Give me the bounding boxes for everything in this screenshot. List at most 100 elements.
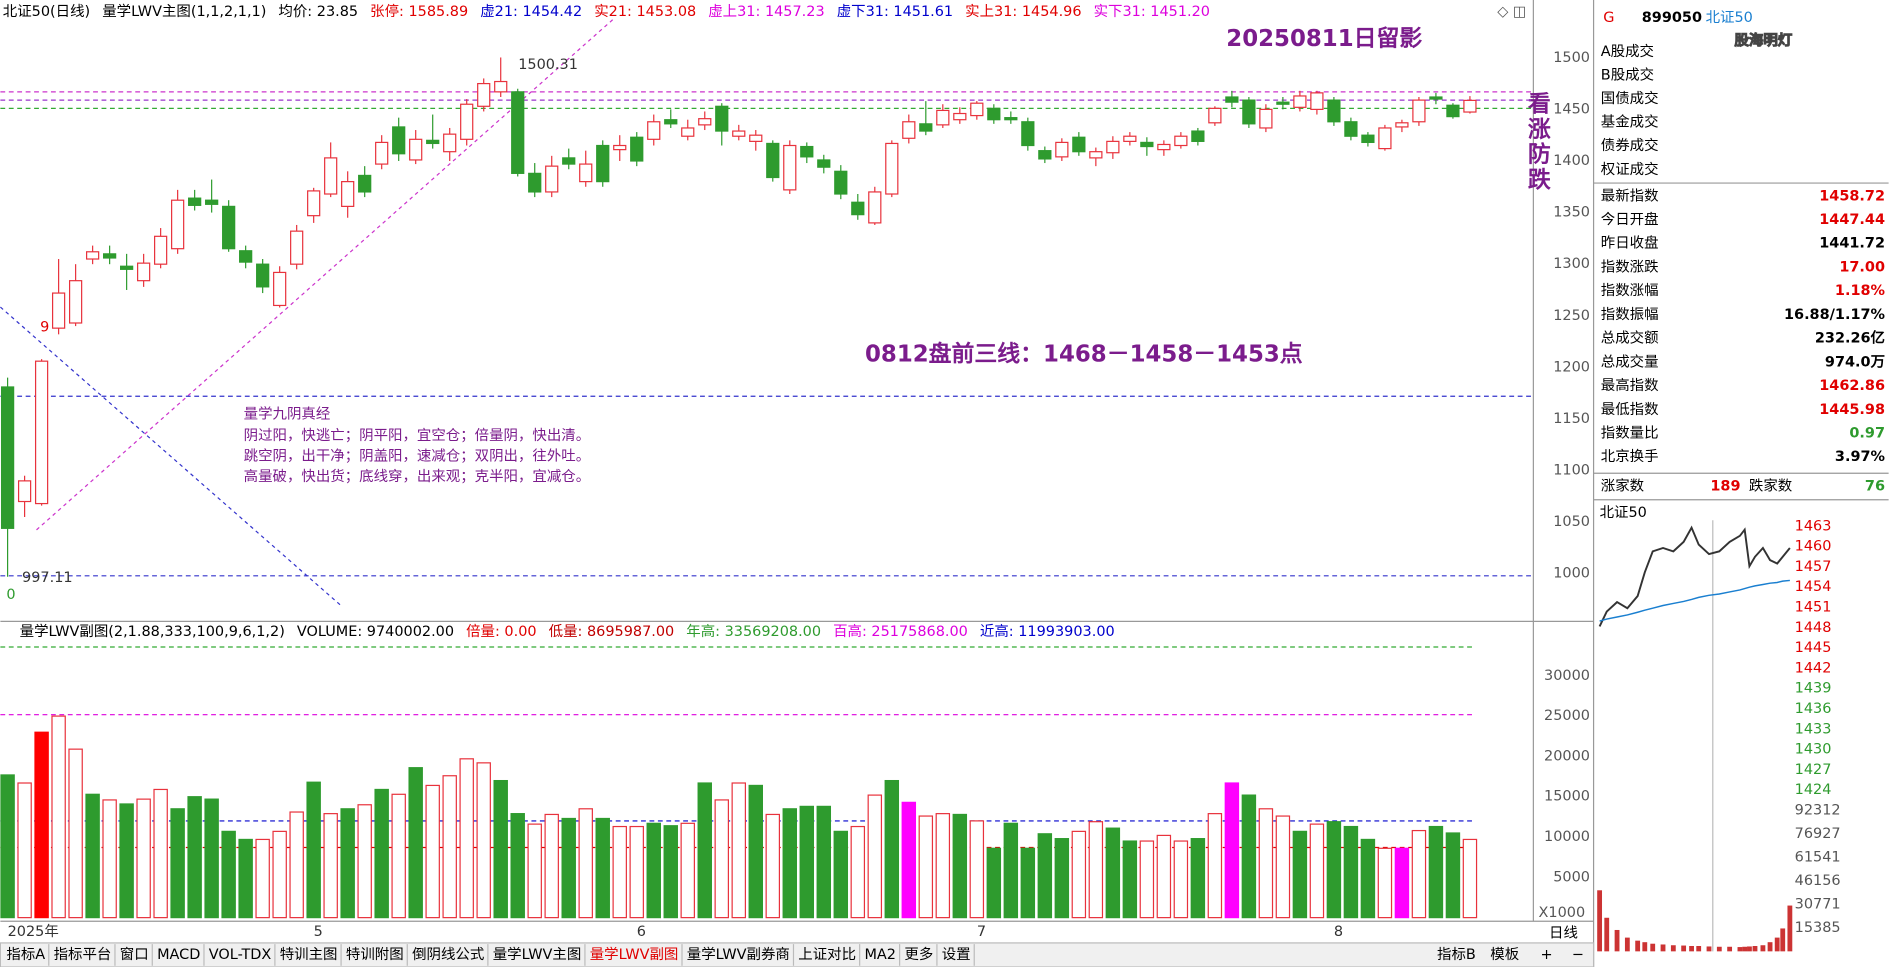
header-item: 实下31: 1451.20 — [1094, 3, 1210, 20]
volume-bar — [238, 838, 253, 919]
tab[interactable]: 量学LWV主图 — [493, 946, 582, 963]
mini-tick-label: 1448 — [1795, 620, 1832, 636]
tab[interactable]: 指标B — [1437, 946, 1476, 963]
volume-bar — [595, 817, 610, 919]
tab[interactable]: 窗口 — [120, 945, 149, 963]
zero-label: 0 — [6, 587, 15, 603]
candle-body — [885, 142, 899, 195]
tab[interactable]: 设置 — [942, 946, 971, 963]
volume-bar — [357, 804, 372, 919]
header-item: 张停: 1585.89 — [370, 3, 468, 20]
volume-bar — [476, 762, 491, 919]
stat-value: 1458.72 — [1819, 188, 1885, 204]
period[interactable]: 日线 — [1549, 924, 1578, 941]
stat-value: 16.88/1.17% — [1784, 307, 1885, 323]
candle-body — [868, 191, 882, 224]
dec-label: 跌家数 — [1749, 478, 1793, 495]
tab[interactable]: VOL-TDX — [209, 947, 272, 963]
tab[interactable]: 量学LWV副券商 — [687, 946, 790, 963]
volume-bar — [34, 731, 49, 919]
y-tick-label: 1250 — [1553, 308, 1590, 324]
control[interactable]: + — [1541, 947, 1553, 963]
stat-label: 总成交量 — [1601, 352, 1659, 370]
trade-item[interactable]: 债券成交 — [1601, 136, 1659, 154]
trade-item[interactable]: 基金成交 — [1601, 113, 1659, 131]
volume-header-item: 低量: 8695987.00 — [549, 623, 675, 640]
trade-item[interactable]: 权证成交 — [1601, 160, 1659, 178]
tab[interactable]: 指标A — [6, 946, 45, 963]
volume-bar — [306, 781, 321, 919]
candle-body — [1327, 99, 1341, 123]
trade-item[interactable]: B股成交 — [1601, 65, 1654, 83]
tab[interactable]: 模板 — [1490, 945, 1519, 963]
tab[interactable]: 倒阴线公式 — [412, 946, 484, 963]
header-item: 实上31: 1454.96 — [965, 3, 1081, 20]
header-item: 实21: 1453.08 — [594, 3, 696, 20]
tab[interactable]: 特训附图 — [346, 946, 404, 963]
candle-body — [1276, 101, 1290, 105]
volume-bar — [221, 830, 236, 919]
volume-header-item: 量学LWV副图(2,1.88,333,100,9,6,1,2) — [20, 623, 285, 640]
candle-body — [120, 265, 134, 270]
stat-value: 1462.86 — [1819, 378, 1885, 394]
candle-body — [953, 112, 967, 121]
tab[interactable]: 上证对比 — [798, 946, 856, 963]
candle-body — [579, 163, 593, 183]
volume-bar — [1122, 840, 1138, 919]
control[interactable]: − — [1572, 947, 1584, 963]
volume-bar — [510, 813, 525, 919]
volume-bar — [187, 796, 202, 919]
candle-body — [1361, 134, 1375, 144]
volume-bar — [51, 715, 66, 919]
intraday-volume — [1670, 945, 1676, 952]
mini-tick-label: 1445 — [1795, 640, 1832, 656]
y-tick-label: 1000 — [1553, 566, 1590, 582]
candle-body — [154, 235, 168, 265]
volume-bar — [782, 808, 798, 919]
tab[interactable]: 更多 — [904, 946, 933, 963]
candle-body — [919, 123, 933, 132]
volume-header-item: 近高: 11993903.00 — [980, 623, 1115, 640]
intraday-volume — [1604, 917, 1610, 952]
tab[interactable]: MA2 — [864, 947, 896, 963]
intraday-volume — [1742, 946, 1748, 952]
volume-bar — [1275, 815, 1291, 919]
volume-bar — [459, 758, 474, 919]
candle-body — [222, 205, 236, 250]
candle-body — [1412, 99, 1426, 123]
volume-bar — [1428, 825, 1444, 919]
tab[interactable]: MACD — [157, 947, 200, 963]
candle-body — [460, 103, 474, 140]
adv-label: 涨家数 — [1601, 478, 1645, 495]
candle-body — [239, 250, 253, 263]
volume-bar — [1105, 827, 1121, 919]
tab[interactable]: 特训主图 — [280, 946, 338, 963]
volume-bar — [391, 793, 406, 919]
tab[interactable]: 指标平台 — [54, 946, 112, 963]
candle-body — [783, 144, 797, 191]
stat-label: 指数涨跌 — [1601, 258, 1659, 275]
volume-bar — [1360, 838, 1376, 919]
candle-body — [358, 174, 372, 193]
volume-bar — [1309, 823, 1325, 919]
mini-tick-label: 1436 — [1795, 701, 1832, 717]
stat-label: 北京换手 — [1601, 448, 1659, 465]
tab[interactable]: 量学LWV副图 — [590, 946, 679, 963]
candle-body — [1140, 141, 1154, 148]
candle-body — [1378, 127, 1392, 150]
trade-item[interactable]: A股成交 — [1601, 42, 1654, 60]
volume-header-item: 年高: 33569208.00 — [686, 623, 821, 640]
trade-item[interactable]: 国债成交 — [1601, 89, 1659, 107]
candle-body — [647, 121, 661, 140]
candle-body — [0, 386, 15, 529]
window-icons[interactable]: ◇ ◫ — [1497, 4, 1526, 20]
volume-bar — [1037, 833, 1053, 919]
stat-label: 总成交额 — [1601, 329, 1659, 347]
volume-bar — [867, 794, 883, 919]
intraday-volume — [1660, 944, 1666, 952]
volume-bar — [952, 813, 968, 919]
header-item: 均价: 23.85 — [278, 3, 358, 20]
intraday-volume — [1774, 937, 1780, 952]
stat-value: 1.18% — [1835, 283, 1885, 299]
mini-tick-label: 1433 — [1795, 721, 1832, 737]
